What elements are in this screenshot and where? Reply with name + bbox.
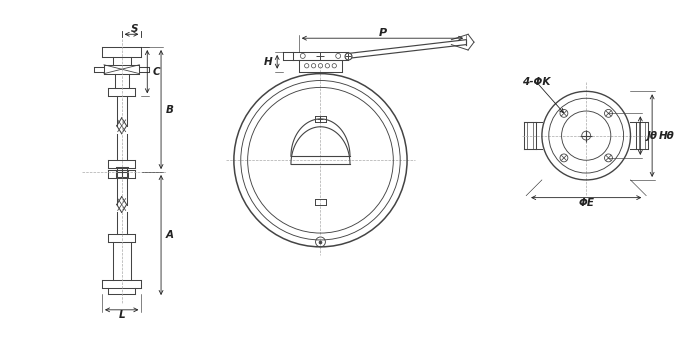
Text: Hθ: Hθ	[659, 131, 675, 141]
Text: A: A	[166, 230, 174, 240]
Text: S: S	[131, 25, 138, 34]
Text: Jθ: Jθ	[648, 131, 658, 141]
Text: P: P	[379, 28, 386, 38]
Text: 4-ΦK: 4-ΦK	[522, 77, 551, 86]
Text: L: L	[118, 310, 125, 320]
Text: H: H	[264, 57, 272, 67]
Text: ΦE: ΦE	[578, 197, 594, 208]
Text: C: C	[152, 66, 160, 77]
Text: B: B	[166, 105, 174, 114]
